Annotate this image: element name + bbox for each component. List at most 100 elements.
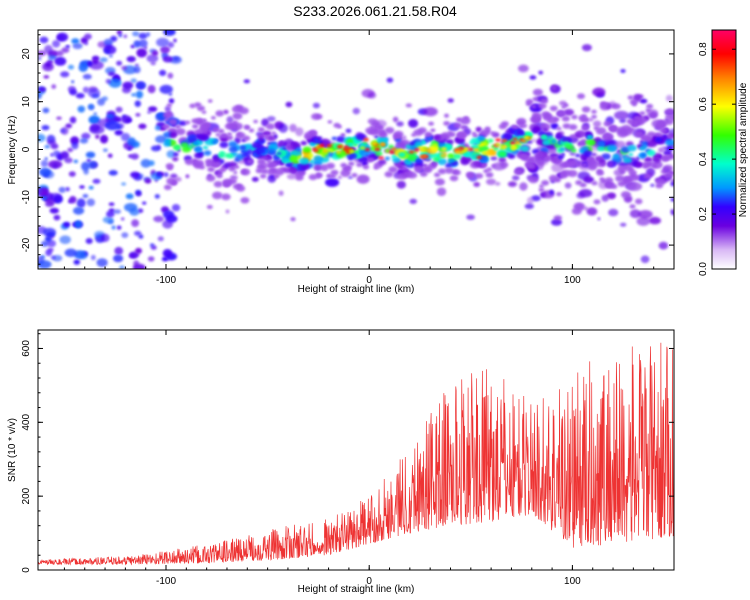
spectrogram-noise-blob xyxy=(96,258,108,267)
spectrogram-band-blob xyxy=(240,197,250,204)
spectrogram-noise-blob xyxy=(71,38,80,44)
spectrogram-band-blob xyxy=(438,168,447,175)
spectrogram-band-blob xyxy=(184,120,191,125)
spectrogram-band-blob xyxy=(295,174,304,181)
spectrogram-band-blob xyxy=(571,207,582,215)
spectrogram-band-blob xyxy=(268,148,276,154)
snr-series-line xyxy=(38,341,674,566)
spectrogram-y-tick-label: -20 xyxy=(21,237,32,252)
spectrogram-noise-blob xyxy=(337,175,342,179)
spectrogram-noise-blob xyxy=(150,243,155,247)
spectrogram-band-blob xyxy=(268,135,276,141)
spectrogram-band-blob xyxy=(501,145,507,149)
spectrogram-noise-blob xyxy=(396,180,406,189)
snr-x-label: Height of straight line (km) xyxy=(298,584,415,595)
spectrogram-noise-blob xyxy=(39,167,52,177)
spectrogram-noise-blob xyxy=(485,178,497,185)
spectrogram-band-blob xyxy=(228,166,236,172)
spectrogram-noise-blob xyxy=(592,87,606,97)
spectrogram-noise-blob xyxy=(233,170,238,175)
spectrogram-noise-blob xyxy=(138,123,147,130)
spectrogram-band-blob xyxy=(252,141,263,149)
spectrogram-noise-blob xyxy=(134,230,142,236)
spectrogram-band-blob xyxy=(216,173,223,179)
spectrogram-band-blob xyxy=(561,169,571,177)
spectrogram-noise-blob xyxy=(124,203,138,212)
spectrogram-band-blob xyxy=(269,168,275,172)
spectrogram-noise-blob xyxy=(269,174,275,180)
spectrogram-noise-blob xyxy=(101,96,108,102)
spectrogram-noise-blob xyxy=(40,160,49,168)
spectrogram-noise-blob xyxy=(185,174,190,179)
spectrogram-band-blob xyxy=(516,129,525,135)
spectrogram-band-blob xyxy=(612,153,620,159)
spectrogram-hotspot xyxy=(511,145,517,149)
spectrogram-band-blob xyxy=(221,133,228,138)
spectrogram-noise-blob xyxy=(538,70,544,75)
spectrogram-band-blob xyxy=(498,157,507,163)
spectrogram-band-blob xyxy=(636,116,647,124)
spectrogram-band-blob xyxy=(313,164,323,172)
spectrogram-band-blob xyxy=(240,149,246,154)
spectrogram-band-blob xyxy=(581,146,590,152)
spectrogram-band-blob xyxy=(632,121,638,126)
spectrogram-noise-blob xyxy=(620,69,626,73)
spectrogram-noise-blob xyxy=(61,47,70,53)
spectrogram-band-blob xyxy=(503,132,513,140)
spectrogram-hotspot xyxy=(408,150,415,154)
spectrogram-hotspot xyxy=(363,138,370,142)
spectrogram-noise-blob xyxy=(123,34,128,39)
spectrogram-noise-blob xyxy=(38,56,42,61)
spectrogram-band-blob xyxy=(315,172,323,178)
spectrogram-band-blob xyxy=(656,120,666,128)
snr-x-tick-label: 0 xyxy=(366,576,372,587)
spectrogram-hotspot xyxy=(512,137,518,141)
spectrogram-band-blob xyxy=(224,153,232,159)
spectrogram-band-blob xyxy=(231,105,243,113)
spectrogram-band-blob xyxy=(525,98,534,105)
spectrogram-band-blob xyxy=(594,155,604,162)
spectrogram-noise-blob xyxy=(90,254,96,261)
spectrogram-noise-blob xyxy=(473,182,481,187)
spectrogram-hotspot xyxy=(495,143,501,147)
spectrogram-noise-blob xyxy=(38,133,46,142)
spectrogram-noise-blob xyxy=(103,38,113,46)
spectrogram-band-blob xyxy=(162,112,172,119)
spectrogram-band-blob xyxy=(355,133,366,141)
spectrogram-hotspot xyxy=(414,148,420,152)
spectrogram-noise-blob xyxy=(63,221,71,228)
spectrogram-noise-blob xyxy=(289,123,297,133)
spectrogram-band-blob xyxy=(200,126,207,131)
spectrogram-band-blob xyxy=(282,147,287,151)
spectrogram-band-blob xyxy=(581,106,591,113)
spectrogram-band-blob xyxy=(666,132,674,140)
spectrogram-noise-blob xyxy=(120,65,128,70)
spectrogram-noise-blob xyxy=(114,116,122,123)
spectrogram-noise-blob xyxy=(286,173,297,180)
spectrogram-noise-blob xyxy=(285,101,293,108)
spectrogram-noise-blob xyxy=(611,103,621,110)
spectrogram-noise-blob xyxy=(56,32,69,42)
spectrogram-band-blob xyxy=(180,142,189,149)
spectrogram-band-blob xyxy=(667,108,674,114)
spectrogram-band-blob xyxy=(543,112,552,119)
spectrogram-hotspot xyxy=(521,139,527,143)
spectrogram-band-blob xyxy=(266,159,272,164)
spectrogram-band-blob xyxy=(207,166,215,173)
spectrogram-band-blob xyxy=(445,144,452,149)
spectrogram-noise-blob xyxy=(146,54,159,63)
spectrogram-band-blob xyxy=(356,162,363,168)
spectrogram-band-blob xyxy=(617,165,627,172)
spectrogram-noise-blob xyxy=(142,201,147,205)
spectrogram-band-blob xyxy=(524,161,533,168)
colorbar-label: Normalized spectral amplitude xyxy=(738,82,749,217)
spectrogram-band-blob xyxy=(289,155,298,162)
spectrogram-band-blob xyxy=(406,153,417,162)
spectrogram-band-blob xyxy=(665,173,673,179)
spectrogram-band-blob xyxy=(295,147,302,152)
spectrogram-noise-blob xyxy=(60,129,66,133)
spectrogram-noise-blob xyxy=(151,50,159,56)
spectrogram-band-blob xyxy=(627,182,633,187)
spectrogram-band-blob xyxy=(202,145,209,150)
spectrogram-noise-blob xyxy=(68,171,76,177)
